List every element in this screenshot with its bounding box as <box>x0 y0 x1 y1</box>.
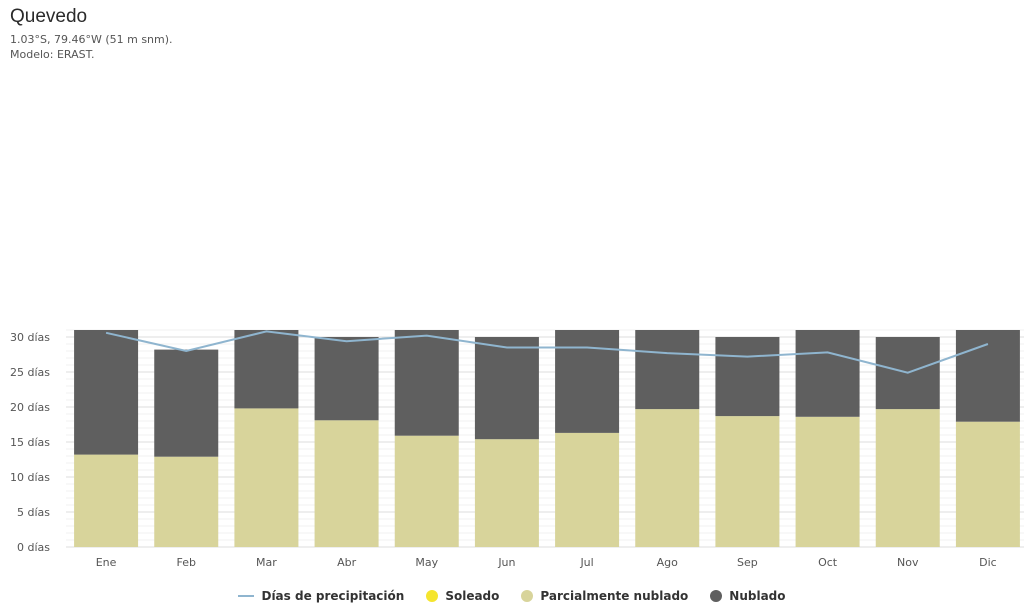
bar-nublado <box>474 337 539 440</box>
x-tick-label: May <box>415 556 438 569</box>
legend-dot-icon <box>426 590 439 602</box>
bar-parcialmente-nublado <box>474 439 539 547</box>
bar-parcialmente-nublado <box>234 408 299 547</box>
legend-label-partly: Parcialmente nublado <box>540 589 689 603</box>
bar-nublado <box>555 330 620 433</box>
legend-item-sunny[interactable]: Soleado <box>426 589 499 603</box>
location-info: 1.03°S, 79.46°W (51 m snm). Modelo: ERAS… <box>10 32 173 62</box>
y-tick-label: 20 días <box>10 401 50 414</box>
y-tick-label: 10 días <box>10 471 50 484</box>
bar-parcialmente-nublado <box>154 456 219 547</box>
x-tick-label: Abr <box>337 556 357 569</box>
bar-parcialmente-nublado <box>635 409 700 547</box>
y-tick-label: 30 días <box>10 331 50 344</box>
bar-parcialmente-nublado <box>715 416 780 547</box>
x-tick-label: Sep <box>737 556 758 569</box>
legend-item-cloudy[interactable]: Nublado <box>710 589 786 603</box>
bar-parcialmente-nublado <box>394 435 459 547</box>
x-tick-label: Dic <box>979 556 997 569</box>
x-tick-label: Ago <box>657 556 679 569</box>
x-tick-label: Mar <box>256 556 277 569</box>
y-tick-label: 5 días <box>17 506 50 519</box>
x-tick-label: Jul <box>579 556 593 569</box>
x-tick-label: Jun <box>497 556 515 569</box>
bar-nublado <box>715 337 780 417</box>
bar-parcialmente-nublado <box>314 420 379 547</box>
bar-nublado <box>314 337 379 421</box>
grid-layer <box>66 329 1024 548</box>
x-tick-label: Oct <box>818 556 838 569</box>
page-title: Quevedo <box>10 6 88 27</box>
legend-item-partly[interactable]: Parcialmente nublado <box>521 589 688 603</box>
bar-nublado <box>955 330 1020 422</box>
y-tick-label: 25 días <box>10 366 50 379</box>
bar-parcialmente-nublado <box>875 409 940 547</box>
bar-nublado <box>154 349 219 457</box>
legend-label-sunny: Soleado <box>445 589 500 603</box>
bar-parcialmente-nublado <box>74 454 139 547</box>
legend-dot-icon <box>521 590 534 602</box>
bars <box>74 330 1020 547</box>
x-tick-label: Nov <box>897 556 919 569</box>
bar-parcialmente-nublado <box>955 421 1020 547</box>
bar-nublado <box>234 330 299 409</box>
model-text: Modelo: ERAST. <box>10 48 95 61</box>
legend-line-icon <box>238 595 255 597</box>
x-tick-label: Ene <box>96 556 117 569</box>
y-tick-label: 0 días <box>17 541 50 554</box>
bar-nublado <box>394 330 459 436</box>
y-axis: 0 días 5 días 10 días 15 días 20 días 25 días… <box>10 331 50 554</box>
precipitation-line-layer <box>105 330 989 374</box>
bar-parcialmente-nublado <box>795 416 860 547</box>
precipitation-line <box>105 330 989 374</box>
coordinates-text: 1.03°S, 79.46°W (51 m snm). <box>10 33 173 46</box>
legend-dot-icon <box>710 590 723 602</box>
bar-nublado <box>795 330 860 417</box>
bar-nublado <box>74 330 139 455</box>
x-tick-label: Feb <box>177 556 196 569</box>
bar-nublado <box>635 330 700 410</box>
bar-parcialmente-nublado <box>555 432 620 547</box>
x-axis: Ene Feb Mar Abr May Jun Jul Ago Sep Oct Nov Dic <box>96 556 997 569</box>
y-tick-label: 15 días <box>10 436 50 449</box>
chart-svg: 0 días 5 días 10 días 15 días 20 días 25 días… <box>10 329 1024 569</box>
legend-label-cloudy: Nublado <box>729 589 786 603</box>
legend-label-precip: Días de precipitación <box>261 589 405 603</box>
legend: Días de precipitación Soleado Parcialmen… <box>0 589 1024 603</box>
legend-item-precip[interactable]: Días de precipitación <box>238 589 404 603</box>
